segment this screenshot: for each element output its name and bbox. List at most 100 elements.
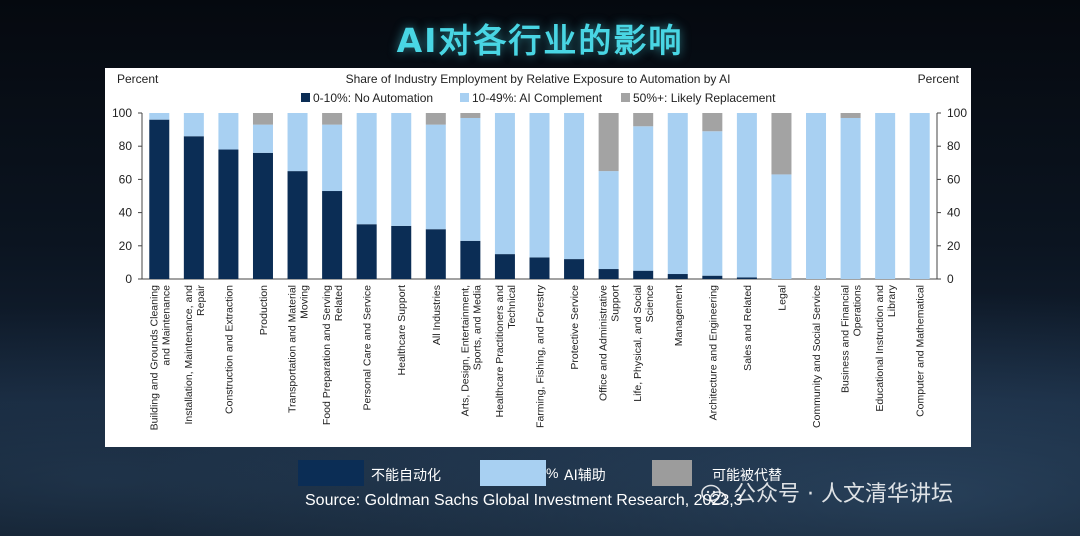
bar-segment-no-automation: [183, 136, 204, 279]
right-tick-label: 40: [947, 206, 961, 220]
bar-segment-replacement: [633, 113, 654, 127]
right-tick-label: 0: [947, 272, 954, 286]
category-label: Community and Social Service: [811, 285, 823, 428]
category-label: Production: [258, 285, 270, 335]
category-label: All Industries: [431, 285, 443, 345]
right-tick-label: 20: [947, 239, 961, 253]
left-tick-label: 20: [119, 239, 133, 253]
bar-segment-complement: [529, 113, 550, 258]
category-label: Farming, Fishing, and Forestry: [535, 284, 547, 428]
category-label: Protective Service: [569, 285, 581, 370]
category-label: Life, Physical, and SocialScience: [632, 285, 656, 402]
category-label: Office and AdministrativeSupport: [598, 285, 622, 401]
bar-segment-complement: [494, 113, 515, 255]
category-label: Healthcare Support: [396, 285, 408, 376]
legend-swatch-no-automation: [301, 93, 310, 102]
category-label: Sales and Related: [742, 285, 754, 371]
bar-segment-complement: [840, 117, 861, 279]
bar-segment-complement: [252, 124, 273, 153]
bars: [149, 113, 930, 279]
legend-swatch-replacement: [621, 93, 630, 102]
bar-segment-replacement: [702, 113, 723, 132]
bar-segment-replacement: [598, 113, 619, 172]
chart-panel: Percent Percent Share of Industry Employ…: [105, 68, 971, 447]
bar-segment-replacement: [425, 113, 446, 125]
bar-segment-replacement: [840, 113, 861, 118]
legend-label-complement: 10-49%: AI Complement: [472, 91, 603, 105]
bar-segment-replacement: [460, 113, 481, 118]
legend-swatch-complement: [460, 93, 469, 102]
bar-segment-replacement: [252, 113, 273, 125]
chart-legend: 0-10%: No Automation 10-49%: AI Compleme…: [301, 91, 776, 105]
right-tick-label: 80: [947, 139, 961, 153]
bar-segment-complement: [806, 113, 827, 279]
stacked-bar-chart: Percent Percent Share of Industry Employ…: [112, 72, 967, 430]
category-label: Healthcare Practitioners andTechnical: [494, 285, 518, 418]
bar-segment-complement: [875, 113, 896, 279]
slide-title: AI对各行业的影响: [396, 21, 684, 60]
bar-segment-no-automation: [322, 191, 343, 279]
category-label: Transportation and MaterialMoving: [287, 285, 311, 413]
legend-text-replace: 可能被代替: [712, 468, 782, 484]
bar-segment-no-automation: [218, 149, 239, 279]
bar-segment-replacement: [771, 113, 792, 175]
bar-segment-complement: [667, 113, 688, 275]
bar-segment-complement: [909, 113, 930, 279]
bar-segment-no-automation: [736, 277, 757, 279]
watermark: 公众号 · 人文清华讲坛: [700, 476, 953, 508]
bar-segment-complement: [322, 124, 343, 192]
bar-segment-complement: [702, 131, 723, 276]
bar-segment-no-automation: [633, 270, 654, 279]
watermark-text: 公众号 · 人文清华讲坛: [734, 482, 953, 507]
category-label: Educational Instruction andLibrary: [874, 284, 898, 411]
left-axis-label: Percent: [117, 72, 159, 86]
category-label: Construction and Extraction: [223, 285, 235, 414]
left-tick-label: 80: [119, 139, 133, 153]
legend-text-cant-automate: 不能自动化: [371, 468, 441, 484]
bar-segment-no-automation: [667, 274, 688, 279]
right-tick-label: 60: [947, 172, 961, 186]
left-tick-label: 40: [119, 206, 133, 220]
source-note: Source: Goldman Sachs Global Investment …: [305, 492, 743, 509]
bar-segment-complement: [736, 113, 757, 278]
legend-swatch-ai-assist: [480, 460, 546, 486]
bar-segment-no-automation: [149, 119, 170, 279]
legend-percent-fragment: %: [546, 465, 559, 481]
category-labels: Building and Grounds Cleaningand Mainten…: [148, 284, 926, 430]
bar-segment-complement: [218, 113, 239, 150]
bar-segment-complement: [425, 124, 446, 230]
bar-segment-complement: [564, 113, 585, 260]
bar-segment-complement: [598, 171, 619, 270]
bar-segment-complement: [356, 113, 377, 225]
legend-label-no-automation: 0-10%: No Automation: [313, 91, 433, 105]
left-tick-label: 0: [125, 272, 132, 286]
category-label: Arts, Design, Entertainment,Sports, and …: [459, 285, 483, 416]
legend-text-ai-assist: AI辅助: [564, 468, 606, 484]
category-label: Management: [673, 285, 685, 346]
bar-segment-no-automation: [391, 225, 412, 279]
bar-segment-replacement: [322, 113, 343, 125]
bar-segment-no-automation: [460, 240, 481, 279]
bar-segment-no-automation: [598, 269, 619, 279]
bar-segment-complement: [391, 113, 412, 226]
right-tick-label: 100: [947, 106, 967, 120]
bar-segment-no-automation: [287, 171, 308, 279]
left-tick-label: 60: [119, 172, 133, 186]
category-label: Personal Care and Service: [362, 285, 374, 411]
left-tick-label: 100: [112, 106, 132, 120]
tick-labels: 0 0 20 20 40 40 60 60 80 80 100 100: [112, 106, 967, 286]
bar-segment-no-automation: [356, 224, 377, 279]
legend-label-replacement: 50%+: Likely Replacement: [633, 91, 776, 105]
bar-segment-no-automation: [529, 257, 550, 279]
legend-swatch-replace: [652, 460, 692, 486]
category-label: Building and Grounds Cleaningand Mainten…: [148, 285, 172, 431]
bar-segment-complement: [460, 117, 481, 241]
bar-segment-complement: [183, 113, 204, 137]
chart-title: Share of Industry Employment by Relative…: [346, 72, 731, 86]
bar-segment-no-automation: [702, 275, 723, 279]
bar-segment-complement: [287, 113, 308, 172]
right-axis-label: Percent: [918, 72, 960, 86]
category-label: Food Preparation and ServingRelated: [321, 285, 345, 425]
bar-segment-no-automation: [252, 152, 273, 279]
bar-segment-complement: [771, 174, 792, 279]
